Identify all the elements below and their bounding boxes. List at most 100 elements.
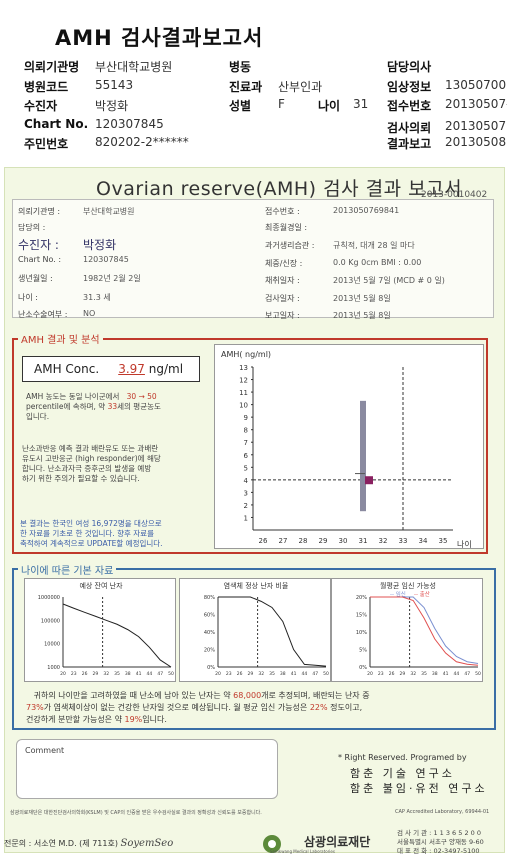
info-value-chart: 120307845 <box>83 255 129 264</box>
mini-y-tick: 1000000 <box>38 595 60 601</box>
mini-y-tick: 20% <box>356 595 367 601</box>
mini-y-tick: 40% <box>204 630 215 636</box>
header-value-requested: 20130507 <box>445 119 507 133</box>
info-label-doctor: 담당의 : <box>18 223 46 232</box>
mini-x-tick: 41 <box>291 671 297 677</box>
mini-x-tick: 47 <box>157 671 163 677</box>
header-field-patient: 수진자 <box>24 99 58 113</box>
info-value-reported: 2013년 5월 8일 <box>333 311 391 320</box>
header-value-code: 55143 <box>95 78 134 92</box>
legend-birth: -- 출산 <box>414 590 430 598</box>
info-value-patient: 박정화 <box>83 238 117 252</box>
mini-y-tick: 10000 <box>44 642 60 648</box>
x-tick-label: 26 <box>259 537 268 545</box>
mini-y-tick: 80% <box>204 595 215 601</box>
header-field-sex: 성별 <box>229 99 252 113</box>
x-tick-label: 29 <box>319 537 328 545</box>
y-tick-label: 1 <box>244 514 248 522</box>
header-field-chart: Chart No. <box>24 117 89 131</box>
mini-x-tick: 29 <box>400 671 406 677</box>
header-field-age: 나이 <box>318 99 341 113</box>
institute-name-1: 함춘 기술 연구소 <box>350 767 455 780</box>
amh-conc-value: 3.97 <box>118 362 145 376</box>
info-label-birth: 생년월일 : <box>18 274 53 283</box>
x-tick-label: 31 <box>359 537 368 545</box>
mini-y-tick: 15% <box>356 613 367 619</box>
info-label-patient: 수진자 : <box>18 238 59 252</box>
mini-x-tick: 38 <box>125 671 131 677</box>
info-label-hospital: 의뢰기관명 : <box>18 207 61 216</box>
mini-x-tick: 50 <box>168 671 174 677</box>
info-label-age: 나이 : <box>18 293 38 302</box>
pregnancy-svg: 월평균 임신 가능성 20 23 26 29 32 35 38 41 44 47 50 20% 15% 10… <box>356 581 481 677</box>
mini-x-tick: 38 <box>280 671 286 677</box>
header-value-sex: F <box>278 97 285 111</box>
y-tick-label: 5 <box>244 464 248 472</box>
mini-x-tick: 35 <box>114 671 120 677</box>
info-value-surgery: NO <box>83 309 96 318</box>
mini-x-tick: 41 <box>443 671 449 677</box>
basic-data-section <box>12 568 496 730</box>
x-tick-label: 32 <box>379 537 388 545</box>
mini-x-tick: 50 <box>323 671 329 677</box>
amh-conc-unit: ng/ml <box>148 362 184 376</box>
mini-y-tick: 0% <box>207 665 215 671</box>
mini-x-tick: 23 <box>71 671 77 677</box>
mini-chart-title: 염색체 정상 난자 비율 <box>224 581 289 590</box>
header-value-receipt: 20130507-0 <box>445 97 507 111</box>
pregnancy-chart: 월평균 임신 가능성 20 23 26 29 32 35 38 41 44 47 50 20% 15% 10… <box>331 578 483 682</box>
info-value-collected: 2013년 5월 7일 (MCD # 0 일) <box>333 276 445 285</box>
patient-marker <box>365 476 373 485</box>
header-value-chart: 120307845 <box>95 117 164 131</box>
x-tick-label: 27 <box>279 537 288 545</box>
x-tick-label: 33 <box>399 537 408 545</box>
info-label-body: 체중/신장 : <box>265 259 303 268</box>
info-label-surgery: 난소수술여부 : <box>18 310 68 319</box>
amh-age-chart: AMH( ng/ml) 나이 1 2 3 4 5 6 7 8 9 10 11 12 13 26 27 28 29 30… <box>214 344 484 549</box>
basic-summary: 귀하의 나이만을 고려하였을 때 난소에 남아 있는 난자는 약 68,000개… <box>26 691 370 724</box>
mini-x-tick: 41 <box>136 671 142 677</box>
comment-label: Comment <box>25 746 65 755</box>
mini-series-line <box>370 596 479 666</box>
mini-x-tick: 26 <box>82 671 88 677</box>
lab-name-en: Samkwang Medical Laboratories <box>270 849 335 854</box>
mini-series-line <box>62 603 172 668</box>
mini-x-tick: 44 <box>302 671 308 677</box>
signer: 전문의 : 서소연 M.D. (제 711호) SoyemSeo <box>4 838 173 849</box>
header-value-dept: 산부인과 <box>278 80 323 94</box>
header-field-doctor: 담당의사 <box>387 60 432 74</box>
egg-count-chart: 예상 잔여 난자 20 23 26 29 32 35 38 41 44 47 50 1000000 100… <box>24 578 176 682</box>
y-tick-label: 13 <box>239 364 248 372</box>
mini-y-tick: 100000 <box>41 618 60 624</box>
mini-x-tick: 32 <box>410 671 416 677</box>
info-value-age: 31.3 세 <box>83 293 111 302</box>
mini-x-tick: 35 <box>421 671 427 677</box>
mini-x-tick: 26 <box>237 671 243 677</box>
y-tick-label: 10 <box>239 402 248 410</box>
sheet-title: Ovarian reserve(AMH) 검사 결과 보고서 <box>96 178 463 200</box>
comment-box: Comment <box>16 739 278 799</box>
amh-section-title: AMH 결과 및 분석 <box>18 331 103 346</box>
egg-count-svg: 예상 잔여 난자 20 23 26 29 32 35 38 41 44 47 50 1000000 100… <box>38 581 174 677</box>
lab-logo-icon <box>263 835 281 853</box>
mini-y-tick: 1000 <box>47 665 60 671</box>
lab-address: 검 사 기 관 : 1 1 3 6 5 2 0 0 서울특별시 서초구 양재동 … <box>397 829 484 855</box>
y-tick-label: 12 <box>239 377 248 385</box>
signature: SoyemSeo <box>120 838 174 849</box>
header-value-clinical: 130507002 <box>445 78 507 92</box>
info-label-cycle: 과거생리습관 : <box>265 241 315 250</box>
info-label-collected: 채취일자 : <box>265 276 300 285</box>
mini-chart-title: 예상 잔여 난자 <box>79 581 123 590</box>
x-tick-label: 30 <box>339 537 348 545</box>
mini-x-tick: 44 <box>454 671 460 677</box>
header-field-requested: 검사의뢰 <box>387 121 432 135</box>
header-field-reported: 결과보고 <box>387 137 432 151</box>
cap-note: CAP Accredited Laboratory, 69944-01 <box>395 809 490 815</box>
header-value-age: 31 <box>353 97 369 111</box>
amh-conc-label: AMH Conc. <box>34 362 100 376</box>
mini-x-tick: 50 <box>475 671 481 677</box>
mini-y-tick: 60% <box>204 613 215 619</box>
amh-concentration-box: AMH Conc. 3.97 ng/ml <box>22 356 200 382</box>
info-value-body: 0.0 Kg 0cm BMI : 0.00 <box>333 258 422 267</box>
info-value-cycle: 규칙적, 대개 28 일 마다 <box>333 241 415 250</box>
